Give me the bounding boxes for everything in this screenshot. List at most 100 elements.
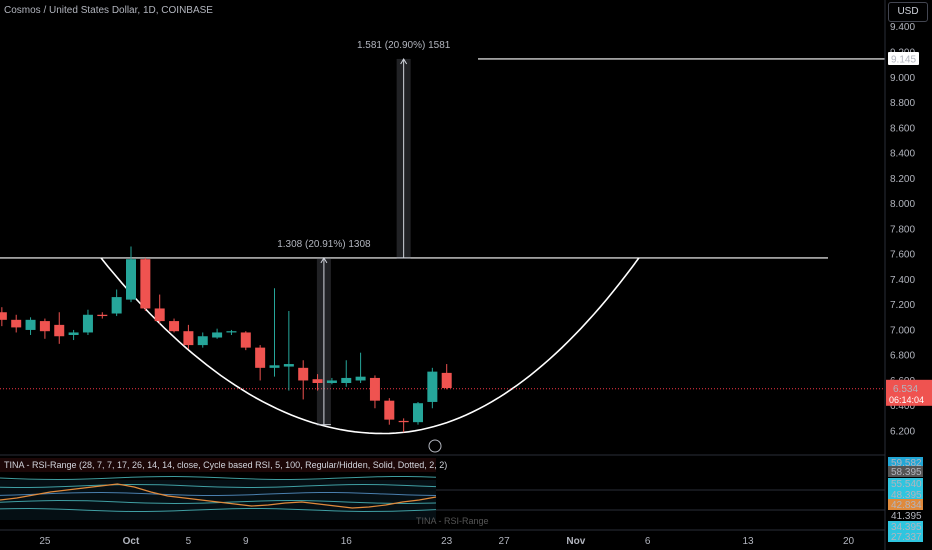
indicator-value-badge (888, 478, 923, 489)
candle-body (212, 332, 223, 338)
price-tick-label: 6.800 (890, 351, 915, 362)
indicator-value-badge (888, 457, 923, 468)
candle-down (384, 398, 395, 425)
indicator-band-line (0, 507, 437, 513)
candle-body (283, 364, 294, 367)
candles (0, 246, 452, 433)
indicator-value-label: 34.395 (891, 522, 922, 533)
indicator-footer: TINA - RSI-Range (416, 516, 489, 526)
flash-icon (428, 439, 442, 453)
time-tick-label: 27 (499, 536, 511, 547)
candle-body (0, 312, 7, 320)
price-tick-label: 7.800 (890, 224, 915, 235)
indicator-band-line (0, 483, 437, 489)
candle-up (413, 401, 423, 425)
price-tick-label: 9.400 (890, 22, 915, 33)
candle-down (39, 318, 50, 339)
target-price-badge (888, 51, 919, 65)
symbol-title: Cosmos / United States Dollar, 1D, COINB… (4, 5, 213, 16)
candle-body (25, 319, 36, 330)
time-tick-label: Nov (566, 536, 585, 547)
time-tick-label: Oct (123, 536, 140, 547)
currency-button[interactable]: USD (888, 2, 928, 22)
candle-body (39, 321, 50, 332)
candle-up (212, 328, 223, 339)
candle-up (82, 309, 93, 335)
candle-up (283, 310, 294, 391)
price-tick-label: 7.200 (890, 300, 915, 311)
price-tick-label: 8.600 (890, 123, 915, 134)
candle-body (312, 379, 323, 383)
candle-down (54, 312, 65, 344)
candle-up (269, 288, 280, 377)
candle-down (169, 318, 180, 333)
rsi-range-indicator: 59.58258.39555.54048.39542.83441.39534.3… (0, 454, 923, 543)
time-axis[interactable]: 25 Oct 5 9 16 23 27 Nov 6 13 20 (0, 529, 885, 547)
time-tick-label: 5 (186, 536, 192, 547)
candle-body (398, 420, 409, 423)
candle-body (183, 331, 194, 346)
candle-body (68, 332, 79, 335)
price-tick-label: 8.400 (890, 149, 915, 160)
candle-body (126, 259, 136, 300)
indicator-value-label: 48.395 (891, 490, 922, 501)
candle-body (169, 321, 180, 332)
price-lines (0, 58, 885, 390)
candle-down (398, 418, 409, 433)
candle-down (154, 294, 165, 324)
candle-down (312, 374, 323, 391)
candle-down (298, 360, 309, 400)
candle-down (255, 345, 266, 381)
indicator-value-badge (888, 466, 923, 477)
indicator-value-label: 27.337 (891, 532, 922, 543)
candle-body (140, 259, 151, 309)
indicator-value-label: 58.395 (891, 467, 922, 478)
candle-body (369, 377, 380, 401)
time-tick-label: 13 (742, 536, 754, 547)
candle-body (54, 324, 65, 337)
indicator-value-label: 41.395 (891, 511, 922, 522)
measure-label: 1.308 (20.91%) 1308 (277, 239, 371, 250)
candle-down (11, 314, 22, 333)
candle-body (441, 372, 452, 389)
indicator-title: TINA - RSI-Range (28, 7, 7, 17, 26, 14, … (4, 460, 447, 470)
candle-down (369, 375, 380, 409)
indicator-top-band (0, 458, 436, 472)
time-tick-label: 25 (39, 536, 51, 547)
time-tick-label: 9 (243, 536, 249, 547)
indicator-value-badge (888, 521, 923, 532)
candle-body (341, 377, 352, 383)
candle-up (126, 246, 136, 303)
candle-up (68, 329, 79, 341)
price-tick-label: 8.000 (890, 199, 915, 210)
time-tick-label: 16 (341, 536, 353, 547)
cup-curve (100, 257, 640, 453)
candle-up (355, 352, 366, 383)
indicator-value-label: 55.540 (891, 479, 922, 490)
candle-up (326, 377, 337, 385)
candle-down (0, 307, 7, 327)
candle-body (240, 332, 251, 348)
candle-body (355, 376, 366, 381)
indicator-value-label: 59.582 (891, 458, 922, 469)
candle-body (97, 314, 108, 317)
candle-down (240, 331, 251, 351)
cup-path (100, 257, 640, 435)
candle-body (269, 365, 280, 368)
candle-body (197, 336, 208, 346)
measure-label: 1.581 (20.90%) 1581 (357, 40, 451, 51)
candle-body (413, 403, 423, 423)
currency-label: USD (897, 6, 919, 17)
candle-body (11, 319, 22, 328)
candle-up (111, 289, 122, 317)
indicator-value-label: 42.834 (891, 500, 922, 511)
time-tick-label: 6 (645, 536, 651, 547)
price-tick-label: 7.400 (890, 275, 915, 286)
candle-up (197, 332, 208, 348)
price-tick-label: 7.000 (890, 325, 915, 336)
price-tick-label: 8.800 (890, 98, 915, 109)
indicator-value-badge (888, 510, 923, 521)
indicator-value-badge (888, 489, 923, 500)
